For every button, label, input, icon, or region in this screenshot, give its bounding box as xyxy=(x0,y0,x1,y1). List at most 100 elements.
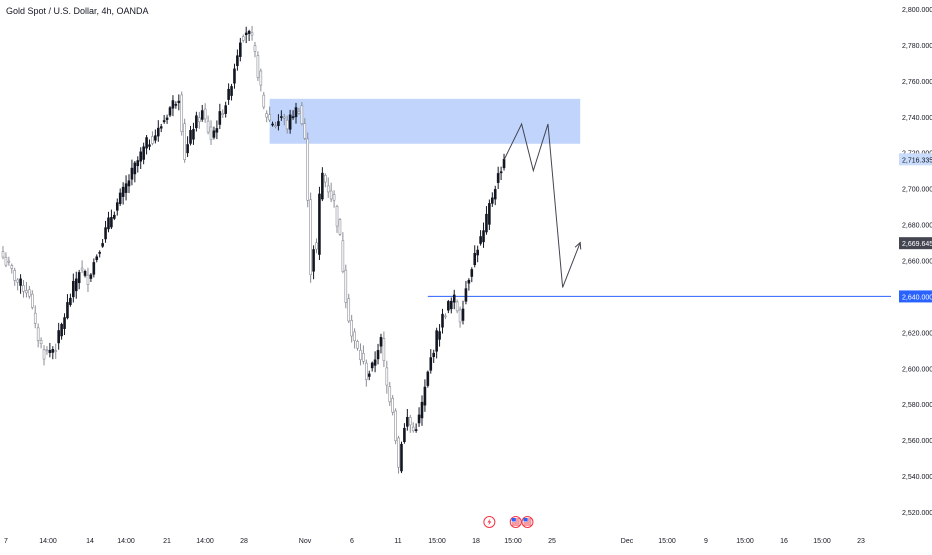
x-tick-label: Dec xyxy=(621,538,634,545)
candle-body xyxy=(488,203,491,225)
candle-body xyxy=(221,112,225,116)
candle xyxy=(74,271,78,299)
candle xyxy=(159,123,163,133)
candle-body xyxy=(69,297,72,305)
candle xyxy=(423,379,427,412)
candle-body xyxy=(294,107,298,118)
candle-body xyxy=(388,386,392,403)
candle xyxy=(92,258,96,278)
candle xyxy=(329,182,333,203)
candle xyxy=(432,349,436,363)
candle xyxy=(110,209,113,230)
x-tick-label: 15:00 xyxy=(504,538,522,545)
candle xyxy=(493,185,497,206)
candle-body xyxy=(288,114,292,130)
candle-body xyxy=(36,327,40,341)
candle-body xyxy=(54,350,58,352)
candle-body xyxy=(297,111,301,114)
candle-body xyxy=(300,105,304,124)
candle xyxy=(212,126,216,140)
candle-body xyxy=(92,262,96,275)
candle xyxy=(496,166,500,190)
candle-body xyxy=(72,280,75,298)
candle xyxy=(83,269,87,278)
candle xyxy=(449,297,453,314)
candle-body xyxy=(344,269,348,303)
price-label: 2,669.645 xyxy=(902,241,932,248)
candle-body xyxy=(382,338,386,361)
candle xyxy=(373,351,377,373)
candle-body xyxy=(449,300,453,310)
x-tick-label: 6 xyxy=(350,538,354,545)
candle-body xyxy=(441,313,444,328)
candle xyxy=(455,299,459,314)
x-tick-label: 14:00 xyxy=(117,538,135,545)
candle-body xyxy=(19,278,22,286)
candle-body xyxy=(256,55,260,78)
candle xyxy=(221,109,225,119)
candle xyxy=(98,250,101,258)
candle-body xyxy=(239,42,242,57)
candle-body xyxy=(212,130,216,138)
candle xyxy=(385,360,389,394)
candle-body xyxy=(277,121,280,126)
candle-body xyxy=(74,278,78,292)
candle-body xyxy=(426,371,430,386)
candle xyxy=(107,211,110,233)
candle-body xyxy=(403,427,406,442)
candle-body xyxy=(323,175,327,183)
candle xyxy=(154,129,157,144)
candle xyxy=(80,260,84,274)
candle xyxy=(95,254,99,263)
candle xyxy=(133,160,137,183)
candle xyxy=(130,159,134,186)
x-tick-label: 7 xyxy=(4,538,8,545)
candle xyxy=(341,232,345,274)
candle xyxy=(414,423,418,433)
candle-body xyxy=(200,110,204,120)
candle-body xyxy=(118,192,122,204)
candle-body xyxy=(420,401,424,419)
candle xyxy=(253,41,257,58)
candle-body xyxy=(259,70,263,86)
candle xyxy=(479,230,482,246)
candle xyxy=(362,345,365,365)
candle-body xyxy=(379,337,383,347)
candle xyxy=(1,246,5,260)
candle-body xyxy=(406,416,409,427)
candle xyxy=(54,343,58,359)
candle-body xyxy=(285,119,289,130)
candle-body xyxy=(309,199,312,276)
candle-body xyxy=(376,350,380,360)
candle xyxy=(198,111,201,129)
candle xyxy=(461,300,465,325)
x-tick-label: 9 xyxy=(704,538,708,545)
candle xyxy=(22,280,25,298)
candle-body xyxy=(423,386,427,406)
candle xyxy=(271,121,274,127)
candle xyxy=(303,118,307,140)
candle-body xyxy=(318,193,321,255)
candle-body xyxy=(444,315,447,318)
candle-body xyxy=(183,123,186,160)
candle xyxy=(233,63,236,89)
candle-body xyxy=(110,217,113,228)
candle xyxy=(171,95,175,117)
candle xyxy=(162,115,166,124)
candle-body xyxy=(203,108,207,120)
candle xyxy=(174,101,178,109)
candle xyxy=(318,186,321,261)
candle xyxy=(323,173,327,188)
candle-body xyxy=(429,357,433,371)
candle-body xyxy=(113,214,116,219)
candle-body xyxy=(306,138,310,201)
candle xyxy=(256,51,260,81)
candle xyxy=(180,91,184,136)
candle-body xyxy=(218,111,222,125)
candle xyxy=(458,306,462,328)
candle xyxy=(476,245,479,263)
candle xyxy=(241,34,245,43)
x-tick-label: 21 xyxy=(163,538,171,545)
